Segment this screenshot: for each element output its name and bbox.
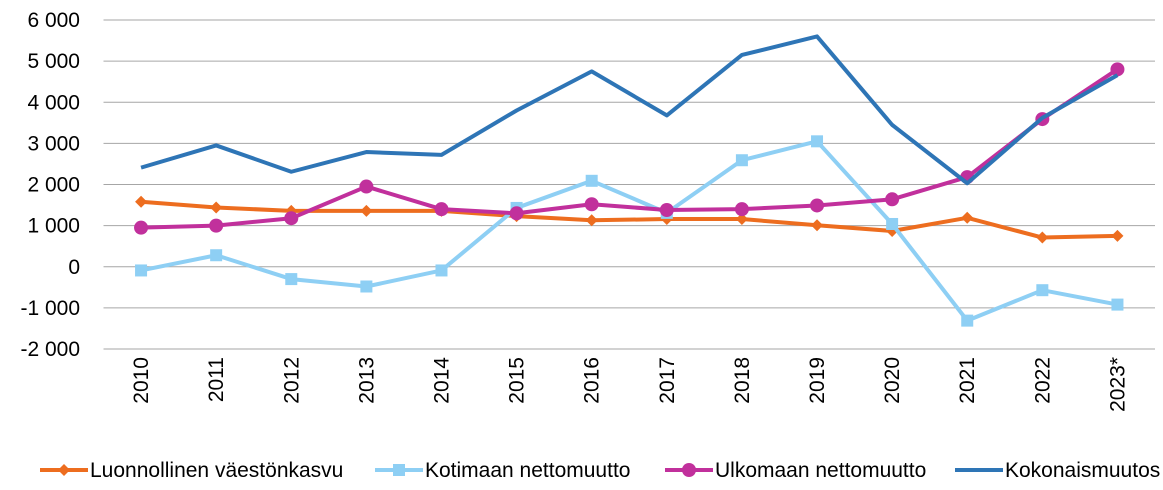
marker (886, 217, 899, 230)
y-tick-label: 1 000 (27, 215, 80, 238)
marker (735, 154, 748, 167)
x-tick-label: 2015 (506, 357, 529, 404)
x-tick-label: 2010 (130, 357, 153, 404)
marker (811, 135, 824, 148)
y-tick-label: -2 000 (20, 338, 80, 361)
marker (210, 249, 223, 262)
x-tick-label: 2017 (656, 357, 679, 404)
x-tick-label: 2016 (581, 357, 604, 404)
series (135, 135, 1124, 327)
line (140, 67, 1119, 230)
marker (735, 213, 748, 226)
y-tick-label: -1 000 (20, 297, 80, 320)
x-tick-label: 2011 (205, 357, 228, 402)
marker (135, 195, 148, 208)
legend-marker (393, 464, 405, 476)
marker (1111, 229, 1124, 242)
marker (585, 174, 598, 187)
marker (659, 202, 674, 217)
marker (961, 314, 974, 327)
marker (961, 211, 974, 224)
marker (284, 211, 299, 226)
marker (359, 179, 374, 194)
marker (434, 202, 449, 217)
x-tick-label: 2013 (355, 357, 378, 404)
y-tick-label: 3 000 (27, 132, 80, 155)
marker (1110, 62, 1125, 77)
marker (1036, 231, 1049, 244)
marker (360, 280, 373, 293)
series (140, 34, 1119, 186)
legend-marker (58, 464, 70, 476)
line (140, 34, 1119, 186)
marker (210, 201, 223, 214)
x-tick-label: 2022 (1031, 357, 1054, 404)
marker (134, 220, 149, 235)
marker (135, 264, 148, 277)
marker (734, 202, 749, 217)
legend-label: Kokonaismuutos (1005, 459, 1160, 482)
marker (810, 198, 825, 213)
line (140, 139, 1118, 323)
x-tick-label: 2014 (430, 357, 453, 404)
marker (584, 197, 599, 212)
marker (585, 214, 598, 227)
legend-marker (682, 463, 696, 477)
legend-label: Luonnollinen väestönkasvu (90, 459, 343, 482)
marker (1036, 284, 1049, 297)
x-tick-label: 2012 (280, 357, 303, 404)
x-tick-label: 2021 (956, 357, 979, 404)
series (134, 62, 1125, 235)
x-tick-label: 2023* (1106, 357, 1129, 412)
marker (885, 192, 900, 207)
y-tick-label: 6 000 (27, 9, 80, 32)
x-tick-label: 2018 (731, 357, 754, 404)
legend-label: Kotimaan nettomuutto (425, 459, 630, 482)
y-tick-label: 0 (68, 256, 80, 279)
x-tick-label: 2020 (881, 357, 904, 404)
marker (811, 219, 824, 232)
y-tick-label: 2 000 (27, 174, 80, 197)
marker (209, 218, 224, 233)
marker (509, 206, 524, 221)
marker (1111, 298, 1124, 311)
x-tick-label: 2019 (806, 357, 829, 404)
y-tick-label: 4 000 (27, 91, 80, 114)
legend-label: Ulkomaan nettomuutto (715, 459, 926, 482)
marker (285, 273, 298, 286)
marker (360, 204, 373, 217)
y-tick-label: 5 000 (27, 50, 80, 73)
marker (435, 264, 448, 277)
